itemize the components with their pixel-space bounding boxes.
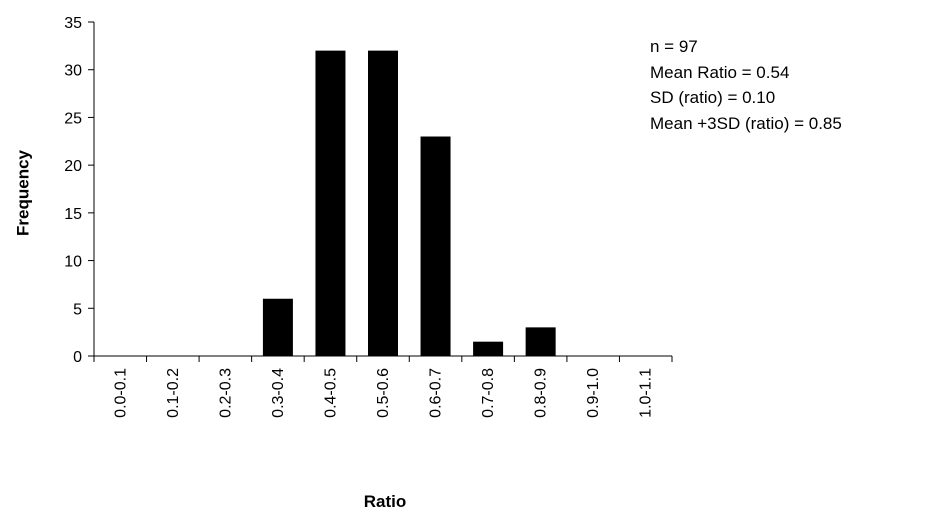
bars-group <box>262 50 556 356</box>
bar <box>262 298 293 356</box>
y-tick-label: 35 <box>64 15 82 32</box>
y-tick-label: 20 <box>64 158 82 175</box>
y-axis-ticks: 0 5 10 15 20 25 30 35 <box>64 15 94 366</box>
bar <box>315 50 346 356</box>
y-tick-label: 5 <box>73 301 82 318</box>
x-tick-label: 0.2-0.3 <box>217 368 234 418</box>
bar <box>525 327 556 356</box>
y-tick-label: 0 <box>73 349 82 366</box>
stats-annotation: n = 97 Mean Ratio = 0.54 SD (ratio) = 0.… <box>650 34 842 136</box>
x-tick-label: 1.0-1.1 <box>638 368 655 418</box>
x-tick-label: 0.6-0.7 <box>428 368 445 418</box>
y-tick-label: 15 <box>64 206 82 223</box>
x-tick-label: 0.5-0.6 <box>375 368 392 418</box>
x-tick-label: 0.9-1.0 <box>585 368 602 418</box>
x-tick-label: 0.0-0.1 <box>112 368 129 418</box>
x-tick-label: 0.3-0.4 <box>270 368 287 418</box>
stats-sd-ratio: SD (ratio) = 0.10 <box>650 88 776 107</box>
x-tick-label: 0.7-0.8 <box>480 368 497 418</box>
y-tick-label: 10 <box>64 254 82 271</box>
x-axis-title: Ratio <box>364 492 407 511</box>
x-tick-label: 0.1-0.2 <box>165 368 182 418</box>
stats-mean-3sd: Mean +3SD (ratio) = 0.85 <box>650 113 842 133</box>
x-axis-ticks: 0.0-0.1 0.1-0.2 0.2-0.3 0.3-0.4 0.4-0.5 0.5-0… <box>93 356 673 418</box>
y-axis-title: Frequency <box>13 149 32 236</box>
x-tick-label: 0.8-0.9 <box>533 368 550 418</box>
bar <box>368 50 398 356</box>
y-tick-label: 30 <box>64 63 82 80</box>
y-tick-label: 25 <box>64 110 82 127</box>
x-tick-label: 0.4-0.5 <box>322 368 339 418</box>
bar <box>420 136 451 356</box>
stats-n: n = 97 <box>650 37 698 56</box>
bar <box>473 341 504 356</box>
stats-mean-ratio: Mean Ratio = 0.54 <box>650 62 790 82</box>
